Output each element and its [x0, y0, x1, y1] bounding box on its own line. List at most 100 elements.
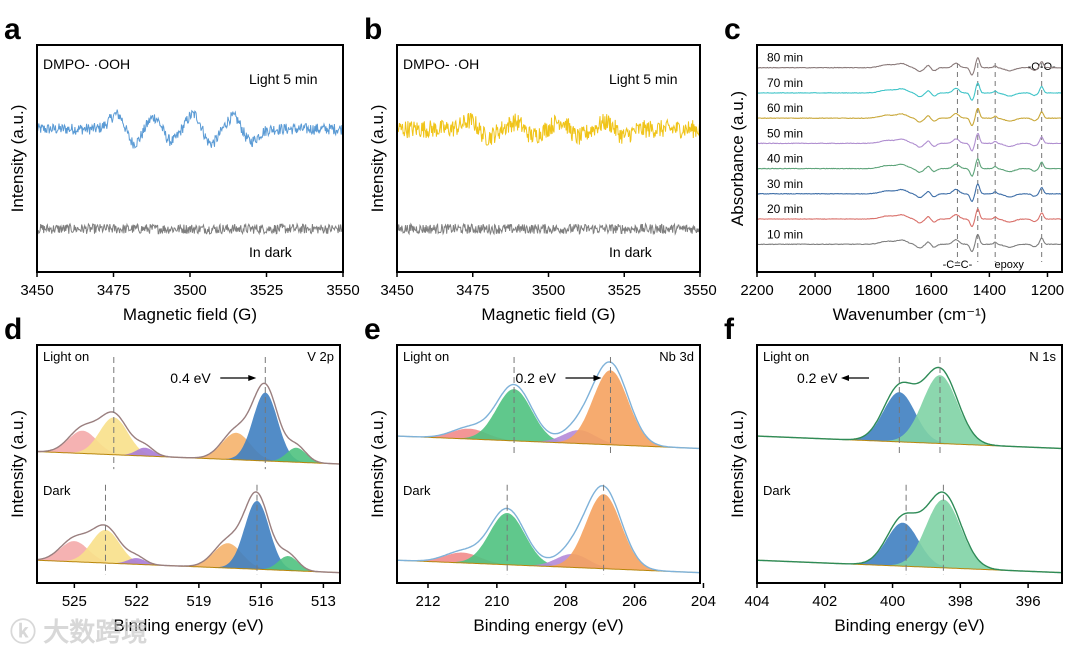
- band-label: epoxy: [995, 259, 1025, 271]
- envelope-line: [37, 382, 340, 465]
- component-peak: [37, 392, 340, 464]
- plot-frame: [36, 344, 341, 584]
- x-tick-label: 522: [124, 593, 149, 610]
- panel-letter: a: [4, 13, 21, 46]
- y-axis-label: Intensity (a.u.): [8, 105, 27, 213]
- state-label: Light on: [403, 349, 449, 364]
- x-tick-label: 210: [484, 593, 509, 610]
- x-tick-label: 402: [812, 593, 837, 610]
- x-tick-label: 204: [691, 593, 716, 610]
- arrowhead-icon: [593, 375, 602, 381]
- panel-letter: f: [724, 313, 735, 346]
- x-tick-label: 206: [622, 593, 647, 610]
- x-axis-label: Magnetic field (G): [481, 305, 615, 324]
- x-tick-label: 3525: [250, 282, 283, 299]
- x-tick-label: 3475: [456, 282, 489, 299]
- series-label: 30 min: [767, 177, 803, 191]
- series-label: 80 min: [767, 51, 803, 65]
- x-tick-label: 3550: [326, 282, 359, 299]
- component-peak: [37, 501, 340, 573]
- x-tick-label: 3450: [380, 282, 413, 299]
- x-tick-label: 404: [744, 593, 769, 610]
- envelope-line: [396, 485, 701, 574]
- x-tick-label: 398: [948, 593, 973, 610]
- x-tick-label: 513: [311, 593, 336, 610]
- background-line: [397, 435, 701, 449]
- spin-adduct-label: DMPO- ·OOH: [43, 56, 130, 72]
- shift-label: 0.4 eV: [170, 370, 211, 386]
- x-axis-label: Binding energy (eV): [113, 616, 263, 635]
- series-label: 20 min: [767, 202, 803, 216]
- component-peak: [757, 499, 1062, 573]
- state-label: Light on: [763, 349, 809, 364]
- plot-frame: [756, 344, 1063, 584]
- x-tick-label: 2000: [798, 282, 831, 299]
- envelope-line: [757, 366, 1063, 450]
- x-tick-label: 1400: [973, 282, 1006, 299]
- series-label: Light 5 min: [609, 71, 677, 87]
- x-tick-label: 516: [249, 593, 274, 610]
- x-tick-label: 400: [880, 593, 905, 610]
- plot-frame: [396, 344, 701, 584]
- series-label: Light 5 min: [249, 71, 317, 87]
- watermark-logo-icon: ⓚ: [10, 617, 37, 647]
- panel-a: a 3450 3475 3500 3525 3550 Magnetic field (G) I…: [4, 13, 360, 324]
- x-tick-label: 396: [1016, 593, 1041, 610]
- component-peak: [37, 529, 340, 573]
- x-tick-label: 3500: [173, 282, 206, 299]
- series-label: 10 min: [767, 227, 803, 241]
- x-tick-label: 3525: [608, 282, 641, 299]
- x-tick-label: 1200: [1031, 282, 1064, 299]
- panel-letter: b: [364, 13, 382, 46]
- spectrum-line: [756, 107, 1063, 127]
- spectrum-line: [757, 82, 1063, 101]
- envelope-line: [36, 491, 341, 574]
- y-axis-label: Intensity (a.u.): [8, 410, 27, 518]
- x-tick-label: 3550: [683, 282, 716, 299]
- component-peak: [757, 375, 1062, 449]
- state-label: Light on: [43, 349, 89, 364]
- series-line: [36, 222, 344, 236]
- panel-d: d 525 522 519 516 513 Binding energy (eV) Inten…: [4, 313, 341, 635]
- x-tick-label: 519: [186, 593, 211, 610]
- arrowhead-icon: [841, 375, 849, 381]
- watermark-text: 大数跨境: [43, 617, 148, 647]
- band-label: -C=C-: [943, 259, 973, 271]
- spectrum-line: [756, 132, 1063, 152]
- y-axis-label: Intensity (a.u.): [728, 410, 747, 518]
- state-label: Dark: [43, 483, 71, 498]
- core-level-label: Nb 3d: [659, 349, 694, 364]
- panel-letter: c: [724, 13, 741, 46]
- spin-adduct-label: DMPO- ·OH: [403, 56, 479, 72]
- core-level-label: N 1s: [1029, 349, 1056, 364]
- series-label: In dark: [609, 244, 653, 260]
- series-label: 60 min: [767, 101, 803, 115]
- envelope-line: [397, 361, 701, 450]
- band-label: -O-O-: [1028, 61, 1056, 73]
- x-tick-label: 212: [415, 593, 440, 610]
- state-label: Dark: [763, 483, 791, 498]
- background-line: [396, 559, 701, 574]
- panel-letter: d: [4, 313, 22, 346]
- x-tick-label: 208: [553, 593, 578, 610]
- x-axis-label: Magnetic field (G): [123, 305, 257, 324]
- x-tick-label: 3475: [97, 282, 130, 299]
- x-tick-label: 3500: [532, 282, 565, 299]
- series-line: [396, 222, 701, 236]
- panel-b: b 3450 3475 3500 3525 3550 Magnetic field (G) I…: [364, 13, 717, 324]
- component-peak: [37, 417, 340, 464]
- y-axis-label: Intensity (a.u.): [368, 410, 387, 518]
- watermark: ⓚ 大数跨境: [10, 612, 147, 649]
- component-peak: [397, 428, 700, 449]
- panel-f: f 404 402 400 398 396 Binding energy (eV) Inten…: [724, 313, 1063, 635]
- spectrum-line: [756, 157, 1063, 178]
- series-label: In dark: [249, 244, 293, 260]
- x-tick-label: 1600: [915, 282, 948, 299]
- series-label: 40 min: [767, 152, 803, 166]
- component-peak: [37, 541, 340, 573]
- spectrum-line: [756, 233, 1063, 253]
- series-line: [396, 112, 701, 146]
- panel-letter: e: [364, 313, 381, 346]
- component-peak: [397, 389, 700, 449]
